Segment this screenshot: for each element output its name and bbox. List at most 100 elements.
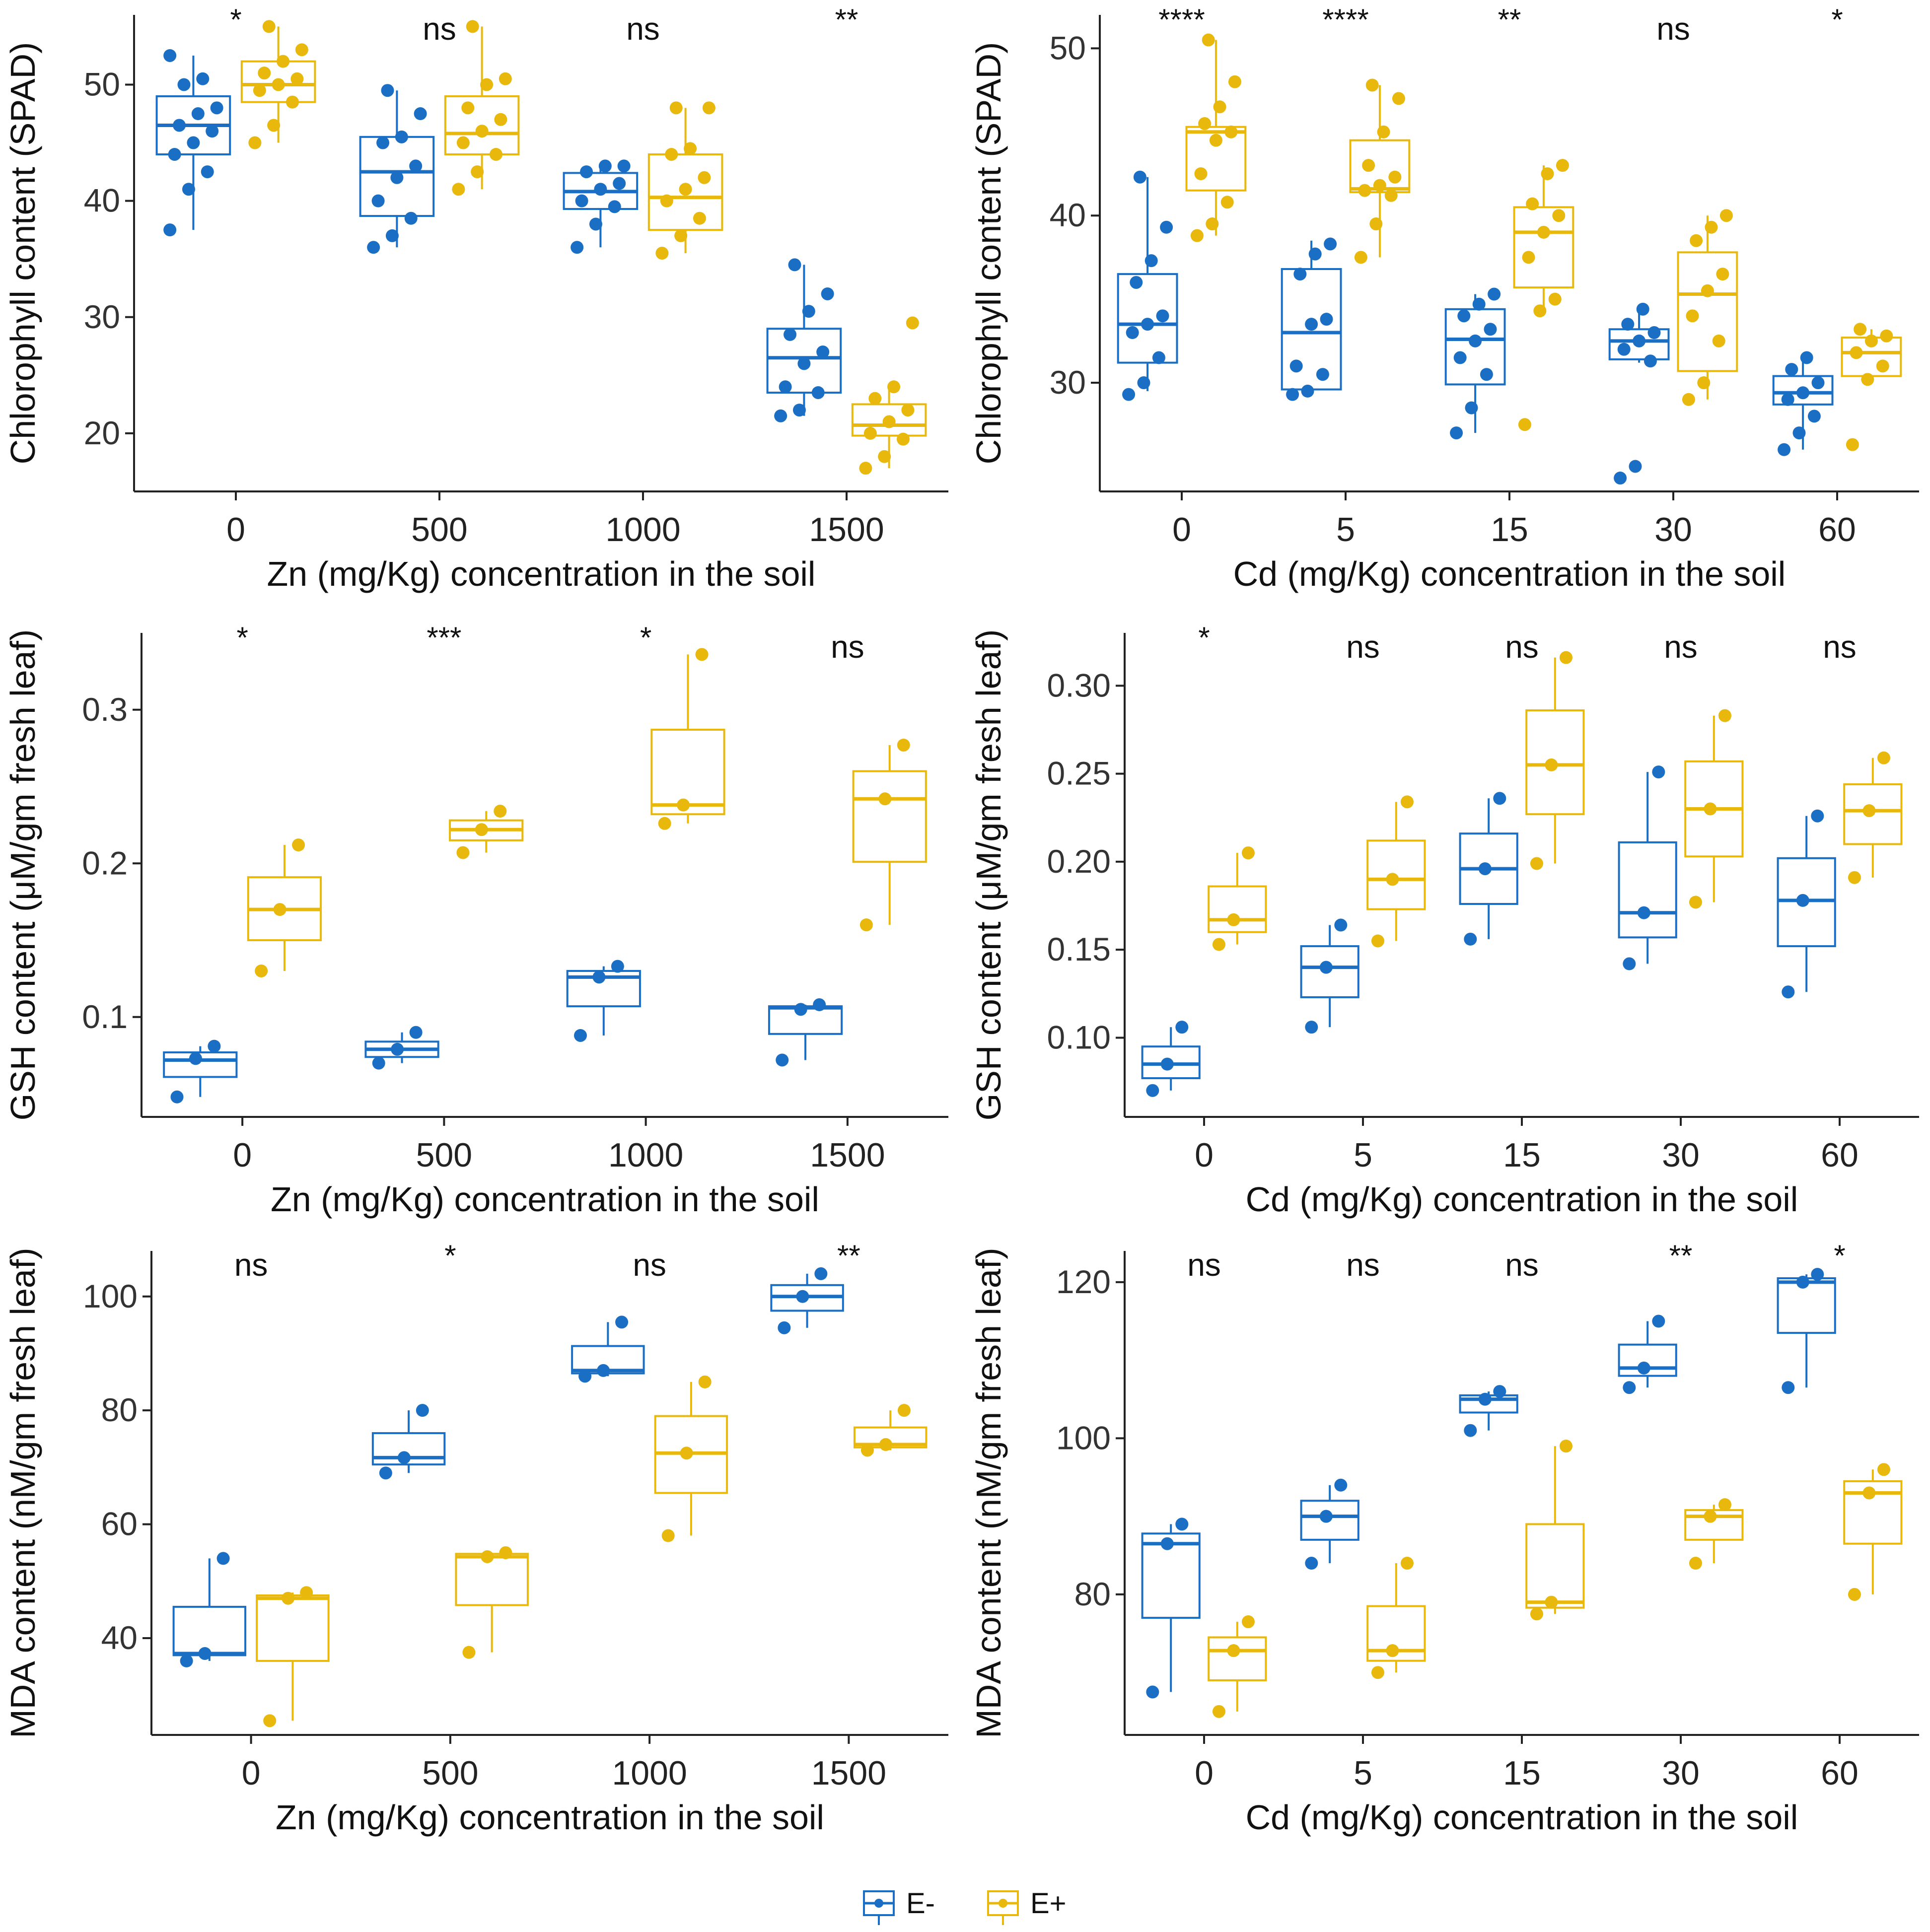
data-point [267, 119, 281, 132]
data-point [489, 147, 502, 161]
chart-svg: 80 100 120 0 5 15 30 60 Cd (mg/Kg) concentration… [969, 1239, 1919, 1837]
data-point [680, 1447, 693, 1460]
y-axis-title: MDA content (nM/gm fresh leaf) [969, 1247, 1008, 1738]
data-point [887, 380, 901, 394]
significance-label: ** [1498, 3, 1521, 36]
data-point [878, 792, 892, 806]
data-point [1194, 167, 1208, 180]
x-tick-label: 30 [1662, 1754, 1700, 1792]
y-axis-title: Chlorophyll content (SPAD) [969, 42, 1008, 465]
data-point [1548, 292, 1562, 306]
box-e-minus-0 [1117, 170, 1178, 401]
significance-label: ns [1505, 1247, 1539, 1283]
data-point [404, 211, 418, 225]
data-point [1130, 276, 1143, 289]
box-e-minus-0 [163, 1039, 238, 1104]
x-tick-label: 1000 [608, 1136, 683, 1174]
data-point [187, 136, 200, 149]
box-e-plus-60 [1843, 1463, 1903, 1601]
data-point [684, 142, 697, 155]
data-point [660, 194, 673, 207]
y-tick-label: 0.15 [1047, 931, 1111, 967]
y-tick-label: 40 [101, 1619, 138, 1656]
data-point [397, 1451, 411, 1464]
data-point [788, 258, 801, 272]
box-e-minus-30 [1608, 302, 1670, 485]
data-point [1464, 932, 1477, 946]
data-point [1796, 894, 1809, 907]
significance-label: ns [1656, 11, 1690, 47]
data-point [248, 136, 262, 149]
data-point [409, 159, 423, 173]
data-point [1811, 376, 1825, 390]
data-point [416, 1404, 429, 1417]
data-point [1846, 438, 1859, 451]
y-axis-title: MDA content (nM/gm fresh leaf) [3, 1247, 42, 1738]
data-point [597, 1364, 610, 1377]
chart-svg: 0.10 0.15 0.20 0.25 0.30 0 5 15 30 60 Cd (mg/Kg) c… [969, 621, 1919, 1219]
x-tick-label: 1500 [811, 1754, 886, 1792]
data-point [1623, 957, 1636, 970]
data-point [1800, 351, 1813, 364]
data-point [776, 1053, 789, 1067]
x-tick-label: 60 [1821, 1136, 1859, 1174]
data-point [1453, 351, 1467, 364]
y-axis-title: Chlorophyll content (SPAD) [3, 42, 42, 465]
data-point [1202, 33, 1215, 47]
data-point [1781, 393, 1794, 406]
data-point [897, 1404, 911, 1417]
data-point [1796, 386, 1810, 400]
y-tick-label: 100 [1056, 1419, 1111, 1456]
data-point [1400, 1557, 1414, 1570]
data-point [879, 1438, 892, 1451]
box-iqr [1777, 1277, 1836, 1334]
data-point [575, 194, 588, 207]
data-point [1862, 804, 1876, 818]
data-point [1545, 1595, 1558, 1609]
box-e-minus-1500 [770, 1267, 844, 1334]
data-point [1530, 1607, 1543, 1621]
significance-label: ** [837, 1239, 860, 1272]
data-point [813, 998, 826, 1012]
data-point [698, 1375, 712, 1388]
data-point [571, 241, 584, 254]
box-e-minus-500 [371, 1404, 446, 1480]
data-point [1716, 268, 1729, 281]
data-point [1175, 1518, 1189, 1531]
panel-cd-chlorophyll: 30 40 50 0 5 15 30 60 Cd (mg/Kg) concentration i… [966, 0, 1930, 611]
data-point [216, 1552, 230, 1565]
data-point [462, 1646, 476, 1659]
data-point [277, 55, 290, 68]
box-e-minus-1500 [766, 258, 842, 422]
box-e-minus-500 [364, 1026, 439, 1070]
data-point [300, 1586, 313, 1599]
data-point [693, 211, 706, 225]
data-point [198, 1647, 212, 1660]
data-point [255, 964, 268, 977]
data-point [1469, 334, 1482, 347]
data-point [1241, 846, 1255, 860]
legend-label-e-plus: E+ [1030, 1887, 1067, 1920]
x-tick-label: 60 [1821, 1754, 1859, 1792]
box-iqr [1618, 841, 1677, 939]
data-point [1862, 1486, 1876, 1500]
data-point [173, 119, 186, 132]
box-iqr [1513, 206, 1574, 289]
box-e-plus-1000 [647, 101, 723, 260]
data-point [896, 432, 910, 446]
data-point [292, 838, 305, 852]
x-tick-label: 0 [1195, 1136, 1214, 1174]
data-point [1400, 795, 1414, 809]
y-axis-title: GSH content (μM/gm fresh leaf) [969, 629, 1008, 1121]
data-point [1533, 304, 1547, 318]
data-point [1493, 792, 1506, 805]
y-tick-label: 0.3 [82, 691, 128, 728]
data-point [1652, 1314, 1665, 1328]
data-point [1324, 237, 1337, 251]
data-point [1160, 1057, 1174, 1071]
data-point [1705, 220, 1718, 234]
x-tick-label: 1500 [809, 511, 884, 549]
data-point [385, 229, 399, 242]
legend-item-e-plus: E+ [987, 1887, 1067, 1925]
